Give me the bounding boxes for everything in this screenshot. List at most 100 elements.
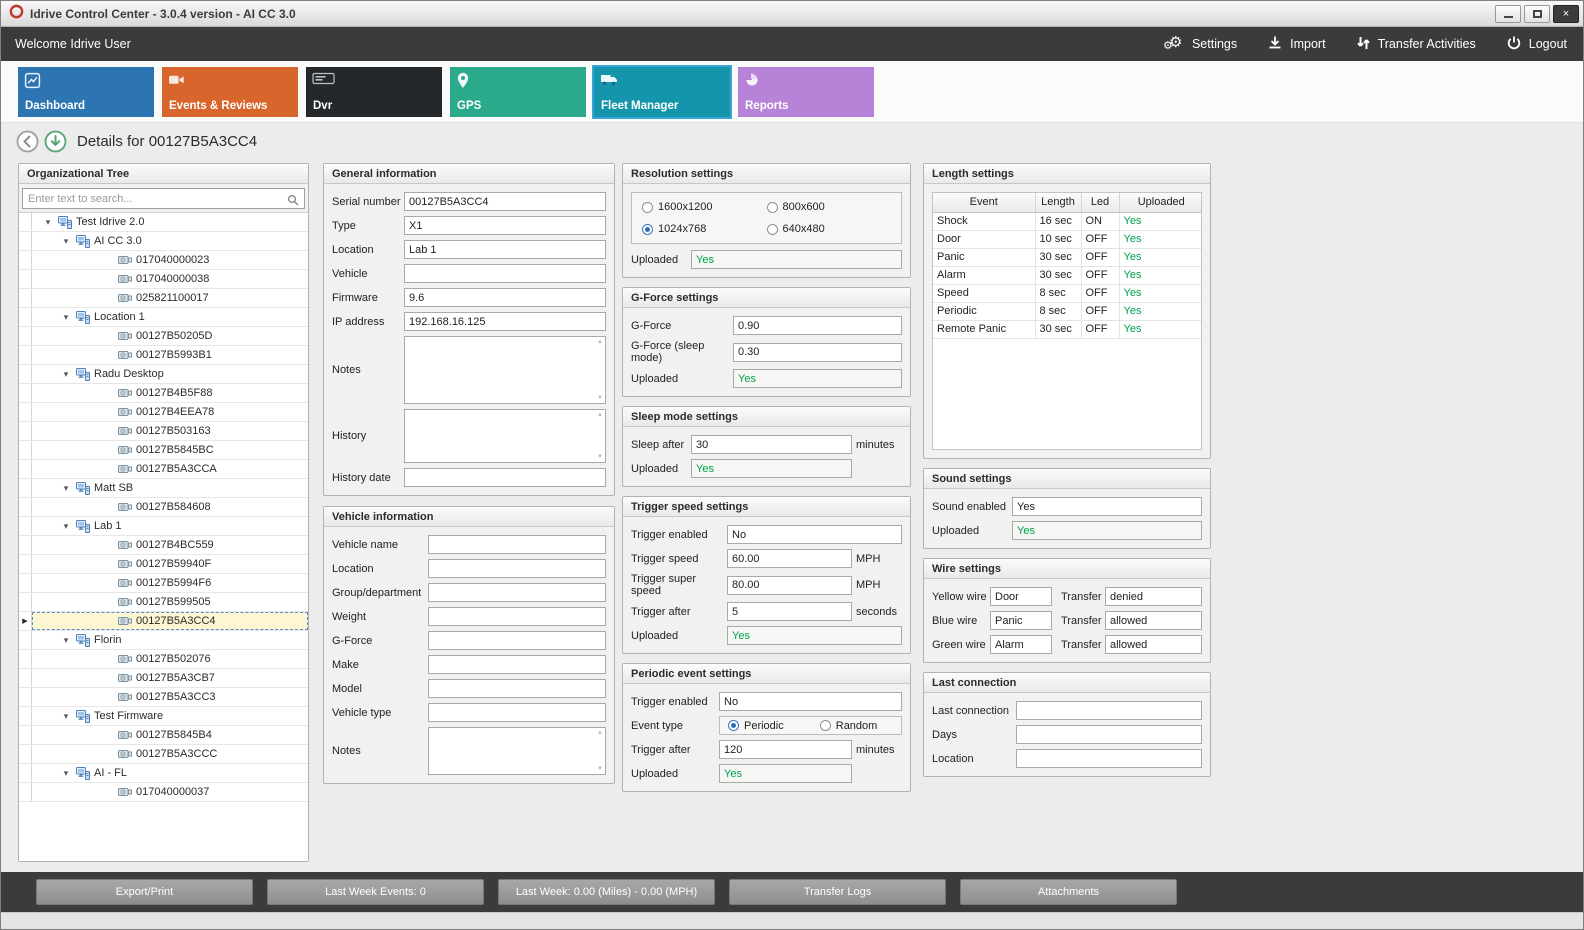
text-field[interactable] — [719, 740, 852, 759]
expand-arrow-icon[interactable]: ▾ — [63, 634, 69, 645]
text-field[interactable] — [428, 703, 606, 722]
tree-group-item[interactable]: ▾ AI - FL — [19, 764, 308, 783]
uploaded-field[interactable] — [719, 764, 852, 783]
tree-device-item[interactable]: 00127B599505 — [19, 593, 308, 612]
radio-icon[interactable] — [642, 201, 653, 213]
search-input[interactable] — [22, 188, 305, 209]
tree-device-item[interactable]: 017040000023 — [19, 251, 308, 270]
footer-button[interactable]: Attachments — [960, 879, 1177, 905]
text-field[interactable] — [428, 655, 606, 674]
expand-arrow-icon[interactable]: ▾ — [63, 235, 69, 246]
text-field[interactable] — [727, 602, 852, 621]
wire-event-field[interactable] — [990, 587, 1052, 606]
footer-button[interactable]: Last Week: 0.00 (Miles) - 0.00 (MPH) — [498, 879, 715, 905]
settings-button[interactable]: ⚙ ⚙ Settings — [1163, 34, 1237, 53]
radio-option[interactable]: 800x600 — [766, 201, 892, 213]
text-field[interactable] — [1016, 725, 1202, 744]
table-row[interactable]: Speed 8 sec OFF Yes — [933, 284, 1201, 303]
tree-group-item[interactable]: ▾ Location 1 — [19, 308, 308, 327]
text-field[interactable] — [1012, 497, 1202, 516]
uploaded-field[interactable] — [691, 459, 852, 478]
text-field[interactable] — [727, 549, 852, 568]
tab-reports[interactable]: Reports — [738, 66, 874, 117]
text-field[interactable] — [428, 583, 606, 602]
memo-field[interactable]: ▲ ▼ — [404, 336, 606, 404]
footer-button[interactable]: Export/Print — [36, 879, 253, 905]
radio-option[interactable]: 1600x1200 — [642, 201, 767, 213]
close-button[interactable]: × — [1553, 4, 1579, 23]
radio-icon[interactable] — [766, 223, 778, 235]
memo-field[interactable]: ▲ ▼ — [428, 727, 606, 775]
text-field[interactable] — [727, 575, 852, 595]
logout-button[interactable]: Logout — [1506, 35, 1567, 54]
radio-option[interactable]: Random — [819, 720, 877, 732]
expand-arrow-icon[interactable]: ▾ — [63, 767, 69, 778]
radio-option[interactable]: 1024x768 — [642, 223, 767, 235]
tree-device-item[interactable]: 017040000037 — [19, 783, 308, 802]
radio-icon[interactable] — [819, 720, 831, 731]
uploaded-field[interactable] — [733, 369, 902, 388]
radio-icon[interactable] — [642, 223, 653, 235]
footer-button[interactable]: Last Week Events: 0 — [267, 879, 484, 905]
tree-device-item[interactable]: 00127B5A3CB7 — [19, 669, 308, 688]
tree-device-item[interactable]: 00127B502076 — [19, 650, 308, 669]
table-row[interactable]: Door 10 sec OFF Yes — [933, 230, 1201, 249]
back-button[interactable] — [16, 130, 39, 153]
tree-device-item[interactable]: 00127B50205D — [19, 327, 308, 346]
tree-device-item[interactable]: 00127B5A3CCA — [19, 460, 308, 479]
tree-group-item[interactable]: ▾ Test Firmware — [19, 707, 308, 726]
tab-gps[interactable]: GPS — [450, 66, 586, 117]
tree-device-item[interactable]: 00127B5A3CC3 — [19, 688, 308, 707]
expand-arrow-icon[interactable]: ▾ — [63, 368, 69, 379]
expand-arrow-icon[interactable]: ▾ — [63, 311, 69, 322]
tree-device-item[interactable]: 017040000038 — [19, 270, 308, 289]
text-field[interactable] — [404, 240, 606, 259]
text-field[interactable] — [404, 288, 606, 307]
tree-device-item[interactable]: 025821100017 — [19, 289, 308, 308]
wire-event-field[interactable] — [990, 635, 1052, 654]
radio-icon[interactable] — [766, 201, 778, 213]
transfer-activities-button[interactable]: Transfer Activities — [1356, 35, 1476, 54]
maximize-button[interactable] — [1524, 4, 1550, 23]
radio-option[interactable]: Periodic — [728, 720, 784, 732]
tree-device-item[interactable]: 00127B5993B1 — [19, 346, 308, 365]
text-field[interactable] — [1016, 749, 1202, 768]
tree-device-item[interactable]: 00127B4BC559 — [19, 536, 308, 555]
tree-group-item[interactable]: ▾ Florin — [19, 631, 308, 650]
text-field[interactable] — [404, 264, 606, 283]
tab-fleet-manager[interactable]: Fleet Manager — [592, 64, 732, 119]
expand-arrow-icon[interactable]: ▾ — [63, 710, 69, 721]
tree-group-item[interactable]: ▾ Radu Desktop — [19, 365, 308, 384]
tree-device-item[interactable]: 00127B5A3CCC — [19, 745, 308, 764]
text-field[interactable] — [404, 312, 606, 331]
tree-device-item[interactable]: 00127B4EEA78 — [19, 403, 308, 422]
text-field[interactable] — [727, 525, 902, 544]
table-row[interactable]: Alarm 30 sec OFF Yes — [933, 266, 1201, 285]
tree-device-item[interactable]: 00127B59940F — [19, 555, 308, 574]
tree-group-item[interactable]: ▾ Lab 1 — [19, 517, 308, 536]
text-field[interactable] — [428, 535, 606, 554]
trigger-enabled-field[interactable] — [719, 692, 902, 711]
text-field[interactable] — [404, 216, 606, 235]
memo-field[interactable]: ▲ ▼ — [404, 409, 606, 463]
tab-dvr[interactable]: Dvr — [306, 66, 442, 117]
text-field[interactable] — [691, 435, 852, 454]
text-field[interactable] — [1016, 701, 1202, 720]
tab-events-reviews[interactable]: Events & Reviews — [162, 66, 298, 117]
download-details-button[interactable] — [44, 130, 67, 153]
text-field[interactable] — [428, 679, 606, 698]
text-field[interactable] — [733, 342, 902, 362]
expand-arrow-icon[interactable]: ▾ — [63, 520, 69, 531]
table-row[interactable]: Periodic 8 sec OFF Yes — [933, 302, 1201, 321]
tree-group-item[interactable]: ▾ Matt SB — [19, 479, 308, 498]
tree-device-item[interactable]: 00127B5845BC — [19, 441, 308, 460]
tree-device-item[interactable]: 00127B503163 — [19, 422, 308, 441]
radio-icon[interactable] — [728, 720, 739, 731]
uploaded-field[interactable] — [691, 250, 902, 269]
text-field[interactable] — [404, 468, 606, 487]
tab-dashboard[interactable]: Dashboard — [18, 66, 154, 117]
radio-option[interactable]: 640x480 — [766, 223, 892, 235]
table-row[interactable]: Remote Panic 30 sec OFF Yes — [933, 320, 1201, 339]
uploaded-field[interactable] — [727, 626, 902, 645]
wire-event-field[interactable] — [990, 611, 1052, 630]
